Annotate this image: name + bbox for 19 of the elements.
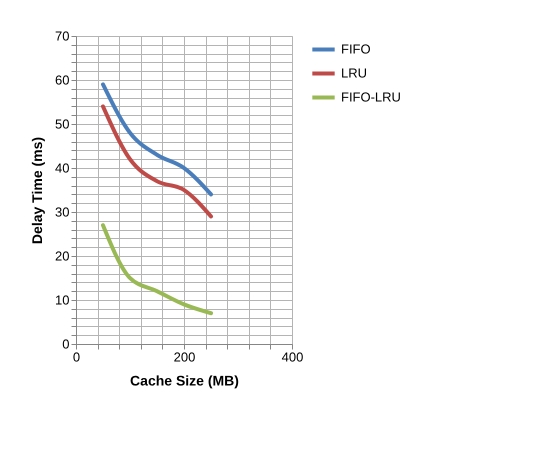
y-tick-label: 40 bbox=[55, 160, 70, 176]
y-tick-label: 0 bbox=[62, 336, 70, 352]
y-axis-title: Delay Time (ms) bbox=[29, 136, 46, 244]
y-tick-label: 70 bbox=[55, 28, 70, 44]
x-axis-title: Cache Size (MB) bbox=[130, 372, 239, 388]
line-series bbox=[101, 104, 213, 218]
y-tick-label: 50 bbox=[55, 116, 70, 132]
line-series bbox=[101, 82, 213, 196]
y-tick-label: 60 bbox=[55, 72, 70, 88]
legend-label: LRU bbox=[341, 66, 368, 80]
y-tick-label: 30 bbox=[55, 204, 70, 220]
legend-label: FIFO bbox=[341, 42, 371, 56]
legend-label: FIFO-LRU bbox=[341, 90, 401, 104]
line-series bbox=[101, 223, 213, 316]
y-tick-label: 20 bbox=[55, 248, 70, 264]
x-tick-label: 0 bbox=[72, 350, 80, 364]
x-tick-label: 400 bbox=[282, 350, 304, 364]
x-tick-label: 200 bbox=[174, 350, 196, 364]
y-tick-label: 10 bbox=[55, 292, 70, 308]
